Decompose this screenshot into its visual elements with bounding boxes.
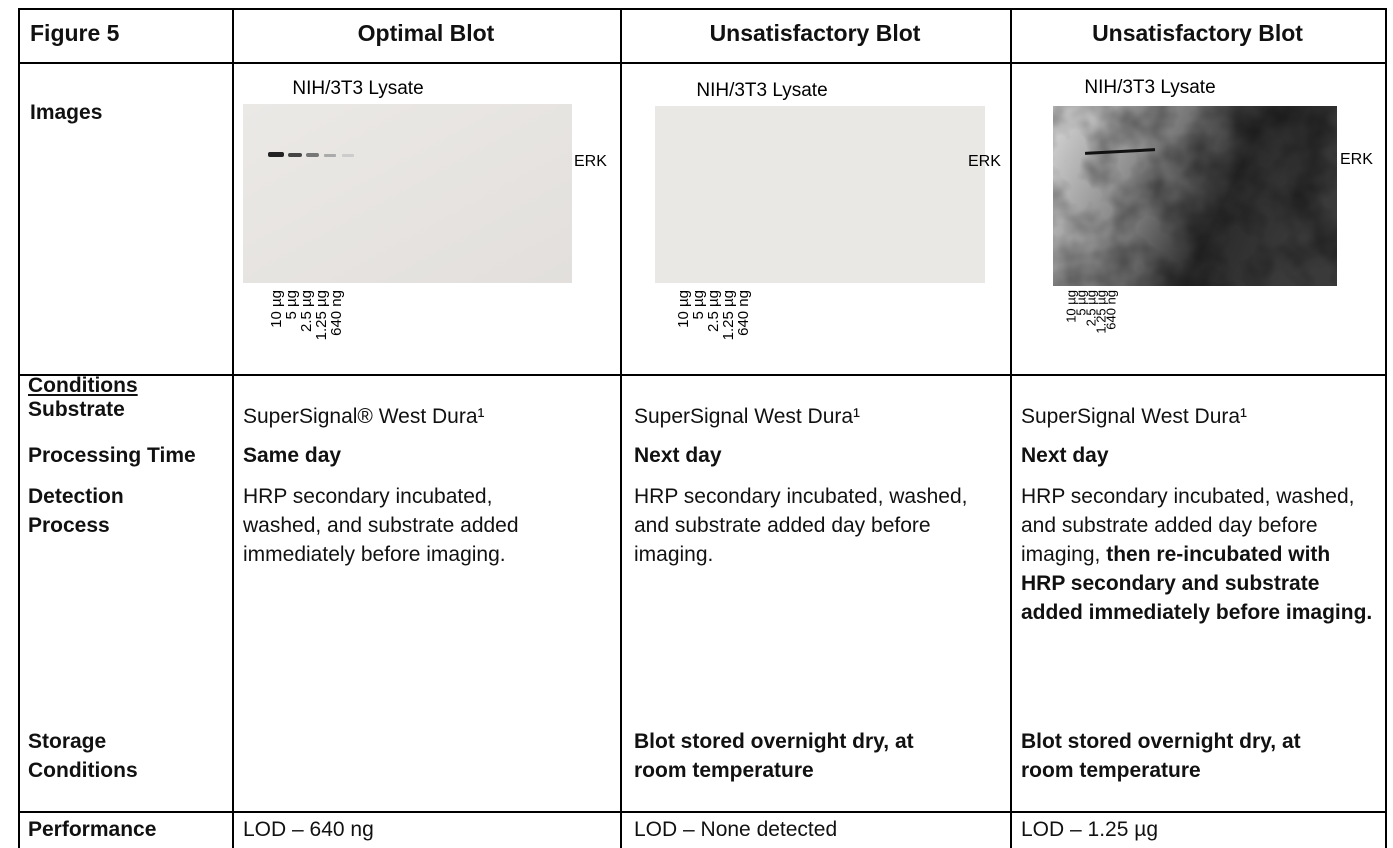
row-label: Substrate	[28, 395, 125, 424]
row-label: Images	[30, 98, 102, 127]
header-cell: Unsatisfactory Blot	[1010, 20, 1385, 47]
row-divider	[18, 374, 1386, 376]
cell: Next day	[1021, 441, 1109, 470]
lane-labels: 10 µg 5 µg 2.5 µg 1.25 µg 640 ng	[1063, 290, 1118, 334]
row-label: Processing Time	[28, 441, 196, 470]
band	[324, 154, 336, 157]
cell: SuperSignal West Dura¹	[1021, 402, 1247, 431]
row-divider	[18, 811, 1386, 813]
panel-title: NIH/3T3 Lysate	[696, 80, 827, 101]
blot-image	[243, 104, 572, 283]
panel-title: NIH/3T3 Lysate	[1084, 77, 1215, 98]
table-border	[18, 8, 20, 848]
blot-panel: NIH/3T3 Lysate ERK 10 µg 5 µg 2.5 µg 1.2…	[1012, 64, 1384, 372]
band	[288, 153, 302, 157]
cell: HRP secondary incubated, washed, and sub…	[243, 482, 543, 569]
row-label: Performance	[28, 815, 156, 844]
page: Figure 5 html, body { margin: 0; padding…	[0, 0, 1393, 848]
band-label: ERK	[1340, 151, 1373, 168]
lane-label: 640 ng	[1103, 290, 1118, 330]
cell: LOD – None detected	[634, 815, 837, 844]
lane-label: 640 ng	[735, 290, 752, 336]
lane-labels: 10 µg 5 µg 2.5 µg 1.25 µg 640 ng	[268, 290, 345, 340]
cell: Next day	[634, 441, 722, 470]
band	[268, 152, 284, 157]
cell: HRP secondary incubated, washed, and sub…	[634, 482, 984, 569]
cell: Blot stored overnight dry, at room tempe…	[1021, 727, 1351, 785]
header-cell: Unsatisfactory Blot	[620, 20, 1010, 47]
band-label: ERK	[968, 153, 1001, 170]
band	[306, 153, 319, 157]
band	[342, 154, 354, 157]
table-border	[1385, 8, 1387, 848]
blot-texture	[1053, 106, 1337, 286]
page-body: {"table": { "header": ["Figure 5", "Opti…	[0, 0, 1393, 848]
cell: SuperSignal® West Dura¹	[243, 402, 485, 431]
cell: LOD – 1.25 µg	[1021, 815, 1158, 844]
cell: LOD – 640 ng	[243, 815, 374, 844]
blot-panel: NIH/3T3 Lysate ERK 10 µg 5 µg 2.5 µg 1.2…	[234, 64, 618, 372]
header-cell: Optimal Blot	[232, 20, 620, 47]
lane-labels: 10 µg 5 µg 2.5 µg 1.25 µg 640 ng	[675, 290, 752, 340]
blot-image	[655, 106, 985, 283]
cell: HRP secondary incubated, washed, and sub…	[1021, 482, 1376, 627]
row-label: Storage Conditions	[28, 727, 198, 785]
cell: Same day	[243, 441, 341, 470]
table-border	[18, 8, 1386, 10]
cell: Blot stored overnight dry, at room tempe…	[634, 727, 964, 785]
lane-label: 640 ng	[328, 290, 345, 336]
blot-panel: NIH/3T3 Lysate ERK 10 µg 5 µg 2.5 µg 1.2…	[622, 64, 1008, 372]
panel-title: NIH/3T3 Lysate	[292, 78, 423, 99]
band-label: ERK	[574, 153, 607, 170]
row-label: Detection Process	[28, 482, 198, 540]
header-cell: Figure 5	[30, 20, 119, 47]
cell: SuperSignal West Dura¹	[634, 402, 860, 431]
